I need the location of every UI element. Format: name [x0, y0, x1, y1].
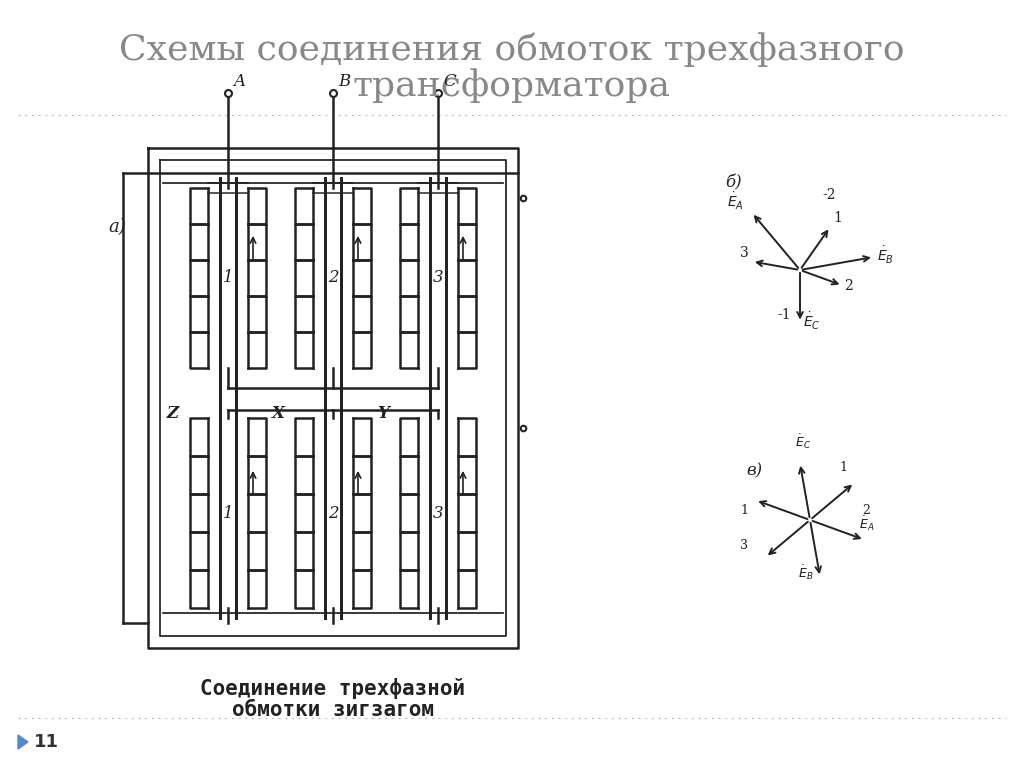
Text: $\dot{E}_B$: $\dot{E}_B$ — [877, 245, 894, 266]
Text: 1: 1 — [740, 504, 749, 517]
Text: B: B — [338, 73, 350, 90]
Text: 2: 2 — [328, 505, 338, 522]
Text: 3: 3 — [740, 245, 749, 259]
Text: $\dot{E}_C$: $\dot{E}_C$ — [803, 311, 820, 332]
Text: 3: 3 — [433, 269, 443, 287]
Text: 1: 1 — [834, 211, 842, 225]
Polygon shape — [18, 735, 28, 749]
Text: -2: -2 — [822, 188, 836, 202]
Text: $\dot{E}_C$: $\dot{E}_C$ — [795, 433, 811, 451]
Text: 1: 1 — [222, 269, 233, 287]
Text: $\dot{E}_A$: $\dot{E}_A$ — [727, 191, 743, 212]
Text: б): б) — [725, 175, 741, 192]
Text: C: C — [443, 73, 456, 90]
Text: $\dot{E}_A$: $\dot{E}_A$ — [859, 514, 874, 533]
Text: 2: 2 — [844, 279, 853, 294]
Text: Соединение трехфазной: Соединение трехфазной — [201, 678, 466, 699]
Text: Схемы соединения обмоток трехфазного: Схемы соединения обмоток трехфазного — [119, 32, 905, 67]
Text: а): а) — [108, 218, 126, 236]
Text: 1: 1 — [839, 461, 847, 474]
Text: 1: 1 — [222, 505, 233, 522]
Text: 3: 3 — [433, 505, 443, 522]
Text: 11: 11 — [34, 733, 59, 751]
Text: обмотки зигзагом: обмотки зигзагом — [232, 700, 434, 720]
Text: $\dot{E}_B$: $\dot{E}_B$ — [799, 564, 814, 582]
Text: Z: Z — [167, 404, 179, 422]
Text: X: X — [271, 404, 285, 422]
Text: в): в) — [746, 462, 763, 479]
Text: 2: 2 — [862, 504, 870, 517]
Text: -1: -1 — [777, 308, 792, 321]
Text: трансформатора: трансформатора — [353, 68, 671, 103]
Text: 3: 3 — [740, 539, 749, 552]
Text: Y: Y — [377, 404, 389, 422]
Text: 2: 2 — [328, 269, 338, 287]
Text: A: A — [233, 73, 245, 90]
